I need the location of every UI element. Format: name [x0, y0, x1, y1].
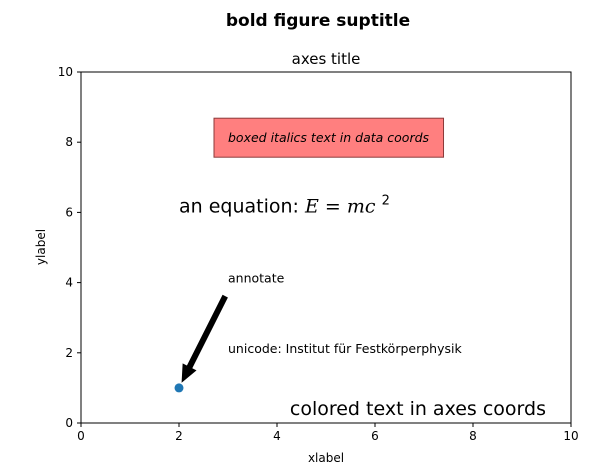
x-tick-label: 4 — [273, 429, 281, 443]
equation-math-mc: mc — [347, 195, 376, 217]
x-axis-ticks: 0 2 4 6 8 10 — [77, 423, 579, 443]
y-tick-label: 0 — [65, 416, 73, 430]
x-tick-label: 6 — [371, 429, 379, 443]
y-tick-label: 6 — [65, 205, 73, 219]
annotation-text: annotate — [228, 271, 285, 286]
y-tick-label: 8 — [65, 135, 73, 149]
equation-math-equals: = — [325, 195, 347, 217]
equation-math: E — [304, 195, 319, 217]
y-axis-ticks: 0 2 4 6 8 10 — [58, 65, 81, 430]
x-tick-label: 8 — [469, 429, 477, 443]
equation-prefix: an equation: — [179, 195, 305, 217]
data-point — [174, 383, 184, 393]
figure-suptitle: bold figure suptitle — [226, 11, 410, 31]
boxed-italic-text: boxed italics text in data coords — [228, 130, 430, 145]
axes-title: axes title — [292, 50, 361, 68]
x-tick-label: 2 — [175, 429, 183, 443]
equation-text: an equation: E = mc 2 — [179, 193, 390, 217]
text-box-background — [213, 117, 445, 158]
annotation-arrow — [181, 294, 228, 383]
y-tick-label: 4 — [65, 276, 73, 290]
y-tick-label: 10 — [58, 65, 73, 79]
plot-frame — [80, 71, 572, 424]
scatter-points — [174, 383, 184, 393]
x-axis-label: xlabel — [308, 451, 344, 465]
colored-axes-text: colored text in axes coords — [290, 398, 546, 420]
x-tick-label: 10 — [563, 429, 578, 443]
y-tick-label: 2 — [65, 346, 73, 360]
y-axis-label: ylabel — [34, 229, 48, 265]
equation-math-exponent: 2 — [382, 193, 390, 208]
unicode-text: unicode: Institut für Festkörperphysik — [228, 341, 462, 356]
x-tick-label: 0 — [77, 429, 85, 443]
